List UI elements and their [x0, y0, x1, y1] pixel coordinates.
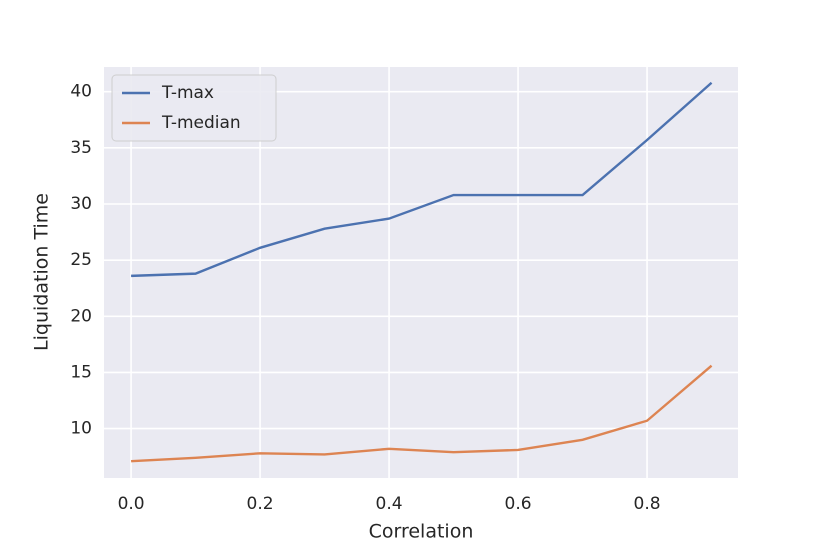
x-tick-label: 0.6 — [505, 494, 532, 514]
legend-label: T-max — [161, 83, 214, 103]
y-tick-label: 20 — [70, 306, 92, 326]
x-tick-label: 0.2 — [247, 494, 274, 514]
line — [131, 364, 713, 463]
legend-box — [111, 74, 277, 142]
y-axis-label: Liquidation Time — [31, 193, 53, 351]
line — [131, 81, 713, 278]
x-axis-label: Correlation — [369, 521, 474, 543]
y-tick-label: 15 — [70, 362, 92, 382]
y-tick-label: 30 — [70, 194, 92, 214]
legend-label: T-median — [161, 113, 241, 133]
x-tick-label: 0.8 — [634, 494, 661, 514]
y-tick-label: 10 — [70, 419, 92, 439]
x-tick-label: 0.4 — [376, 494, 403, 514]
y-tick-label: 40 — [70, 82, 92, 102]
y-tick-label: 25 — [70, 250, 92, 270]
y-tick-label: 35 — [70, 138, 92, 158]
x-tick-label: 0.0 — [118, 494, 145, 514]
